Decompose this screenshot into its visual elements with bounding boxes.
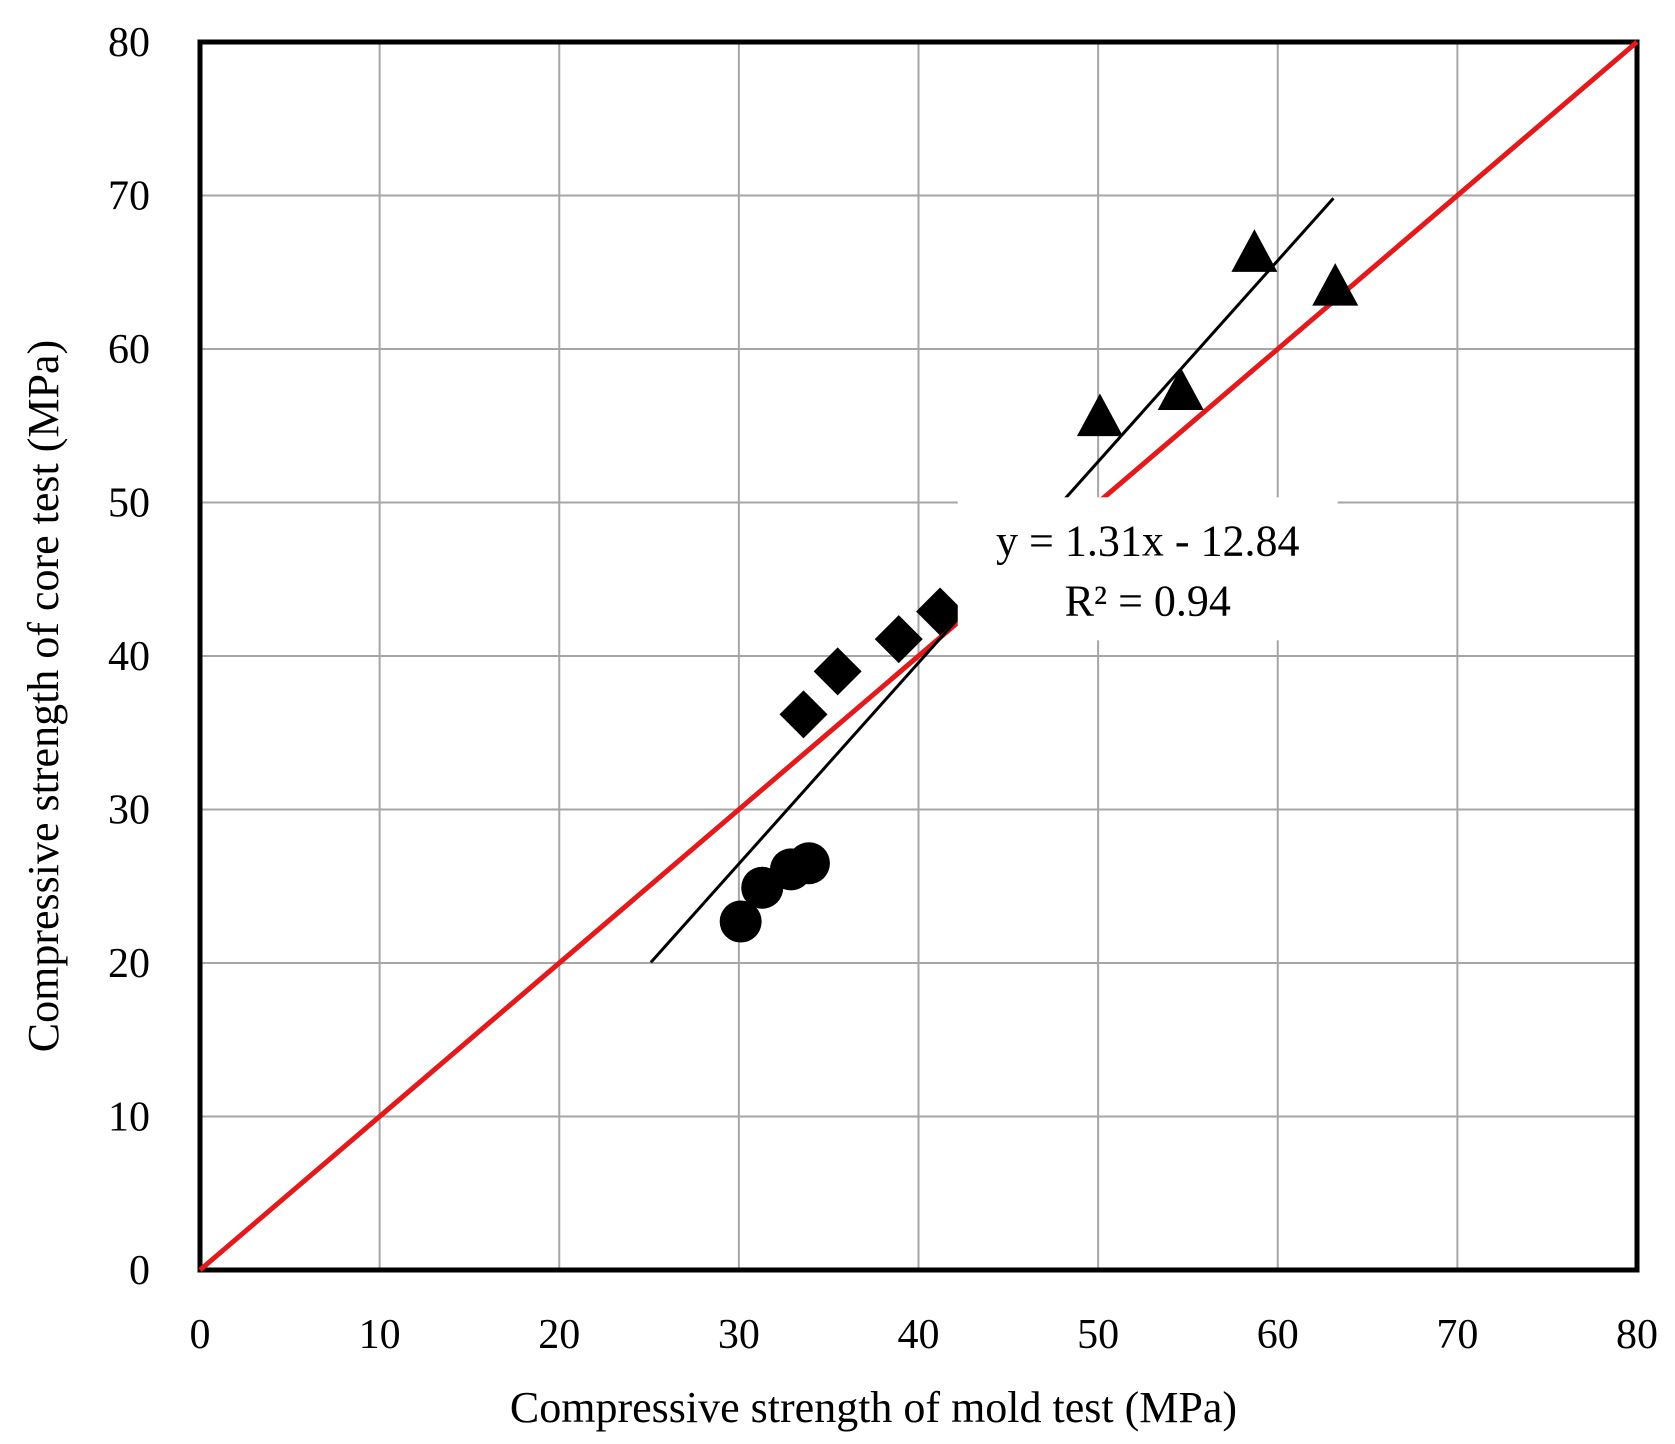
y-tick-label: 40 [108,634,150,680]
x-tick-label: 80 [1616,1312,1658,1358]
y-tick-label: 60 [108,327,150,373]
r-squared-label: R² = 0.94 [1065,576,1231,625]
diamond-point [813,647,862,696]
triangle-point [1231,229,1278,272]
y-tick-labels: 0 10 20 30 40 50 60 70 80 [108,20,150,1294]
y-tick-label: 80 [108,20,150,66]
triangle-point [1076,393,1123,437]
x-tick-label: 30 [718,1312,760,1358]
y-tick-label: 50 [108,481,150,527]
data-points [719,229,1359,943]
x-tick-label: 20 [538,1312,580,1358]
diamond-point [874,615,923,664]
y-axis-title: Compressive strength of core test (MPa) [19,340,68,1052]
triangle-point [1157,367,1204,410]
x-tick-label: 70 [1436,1312,1478,1358]
x-tick-label: 10 [359,1312,401,1358]
regression-equation: y = 1.31x - 12.84 [996,516,1299,565]
x-axis-title: Compressive strength of mold test (MPa) [510,1383,1237,1432]
y-tick-label: 70 [108,174,150,220]
x-tick-labels: 0 10 20 30 40 50 60 70 80 [190,1312,1659,1358]
annotation-background [957,497,1338,641]
gridlines [200,42,1637,1270]
diamond-point [916,587,965,636]
x-tick-label: 60 [1257,1312,1299,1358]
y-tick-label: 10 [108,1095,150,1141]
y-tick-label: 0 [129,1248,150,1294]
y-tick-label: 30 [108,788,150,834]
x-tick-label: 0 [190,1312,211,1358]
y-tick-label: 20 [108,941,150,987]
circle-point [719,900,762,943]
circle-point [787,842,830,885]
regression-annotation: y = 1.31x - 12.84 R² = 0.94 [957,497,1338,641]
x-tick-label: 50 [1077,1312,1119,1358]
diamond-point [779,690,828,739]
plot-frame [197,39,1640,1273]
x-tick-label: 40 [898,1312,940,1358]
triangle-point [1312,263,1359,306]
identity-line [198,40,1639,1272]
